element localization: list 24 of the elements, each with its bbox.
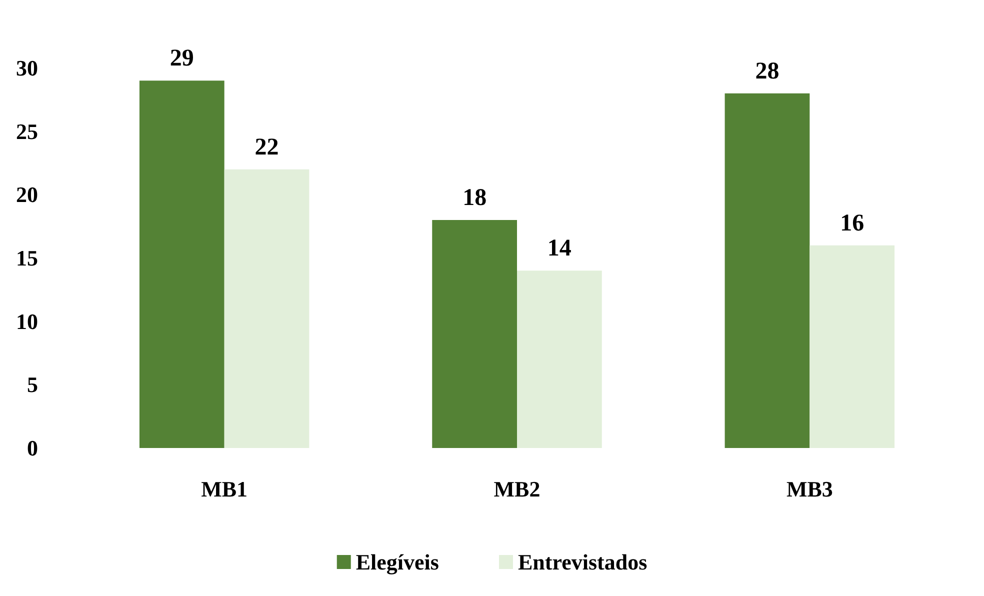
bar [724, 93, 810, 448]
data-label: 28 [755, 58, 780, 84]
y-tick-label: 25 [16, 118, 38, 144]
data-label: 16 [840, 210, 864, 236]
bar [224, 169, 310, 448]
x-tick-label: MB1 [201, 476, 248, 502]
data-label: 14 [547, 236, 572, 262]
bar [517, 270, 602, 448]
bar [810, 245, 895, 448]
legend-label: Elegíveis [356, 550, 440, 574]
y-tick-label: 10 [16, 308, 38, 334]
legend-label: Entrevistados [518, 550, 648, 574]
data-label: 22 [254, 134, 279, 160]
y-tick-label: 0 [27, 436, 38, 460]
bar [139, 80, 224, 448]
x-tick-label: MB2 [494, 476, 540, 502]
y-tick-label: 20 [16, 182, 38, 208]
y-tick-label: 30 [16, 56, 38, 80]
y-tick-label: 5 [27, 372, 38, 398]
y-tick-label: 15 [16, 246, 38, 270]
data-label: 29 [170, 46, 194, 72]
bar [432, 220, 517, 448]
x-tick-label: MB3 [786, 476, 833, 502]
data-label: 18 [462, 185, 487, 211]
